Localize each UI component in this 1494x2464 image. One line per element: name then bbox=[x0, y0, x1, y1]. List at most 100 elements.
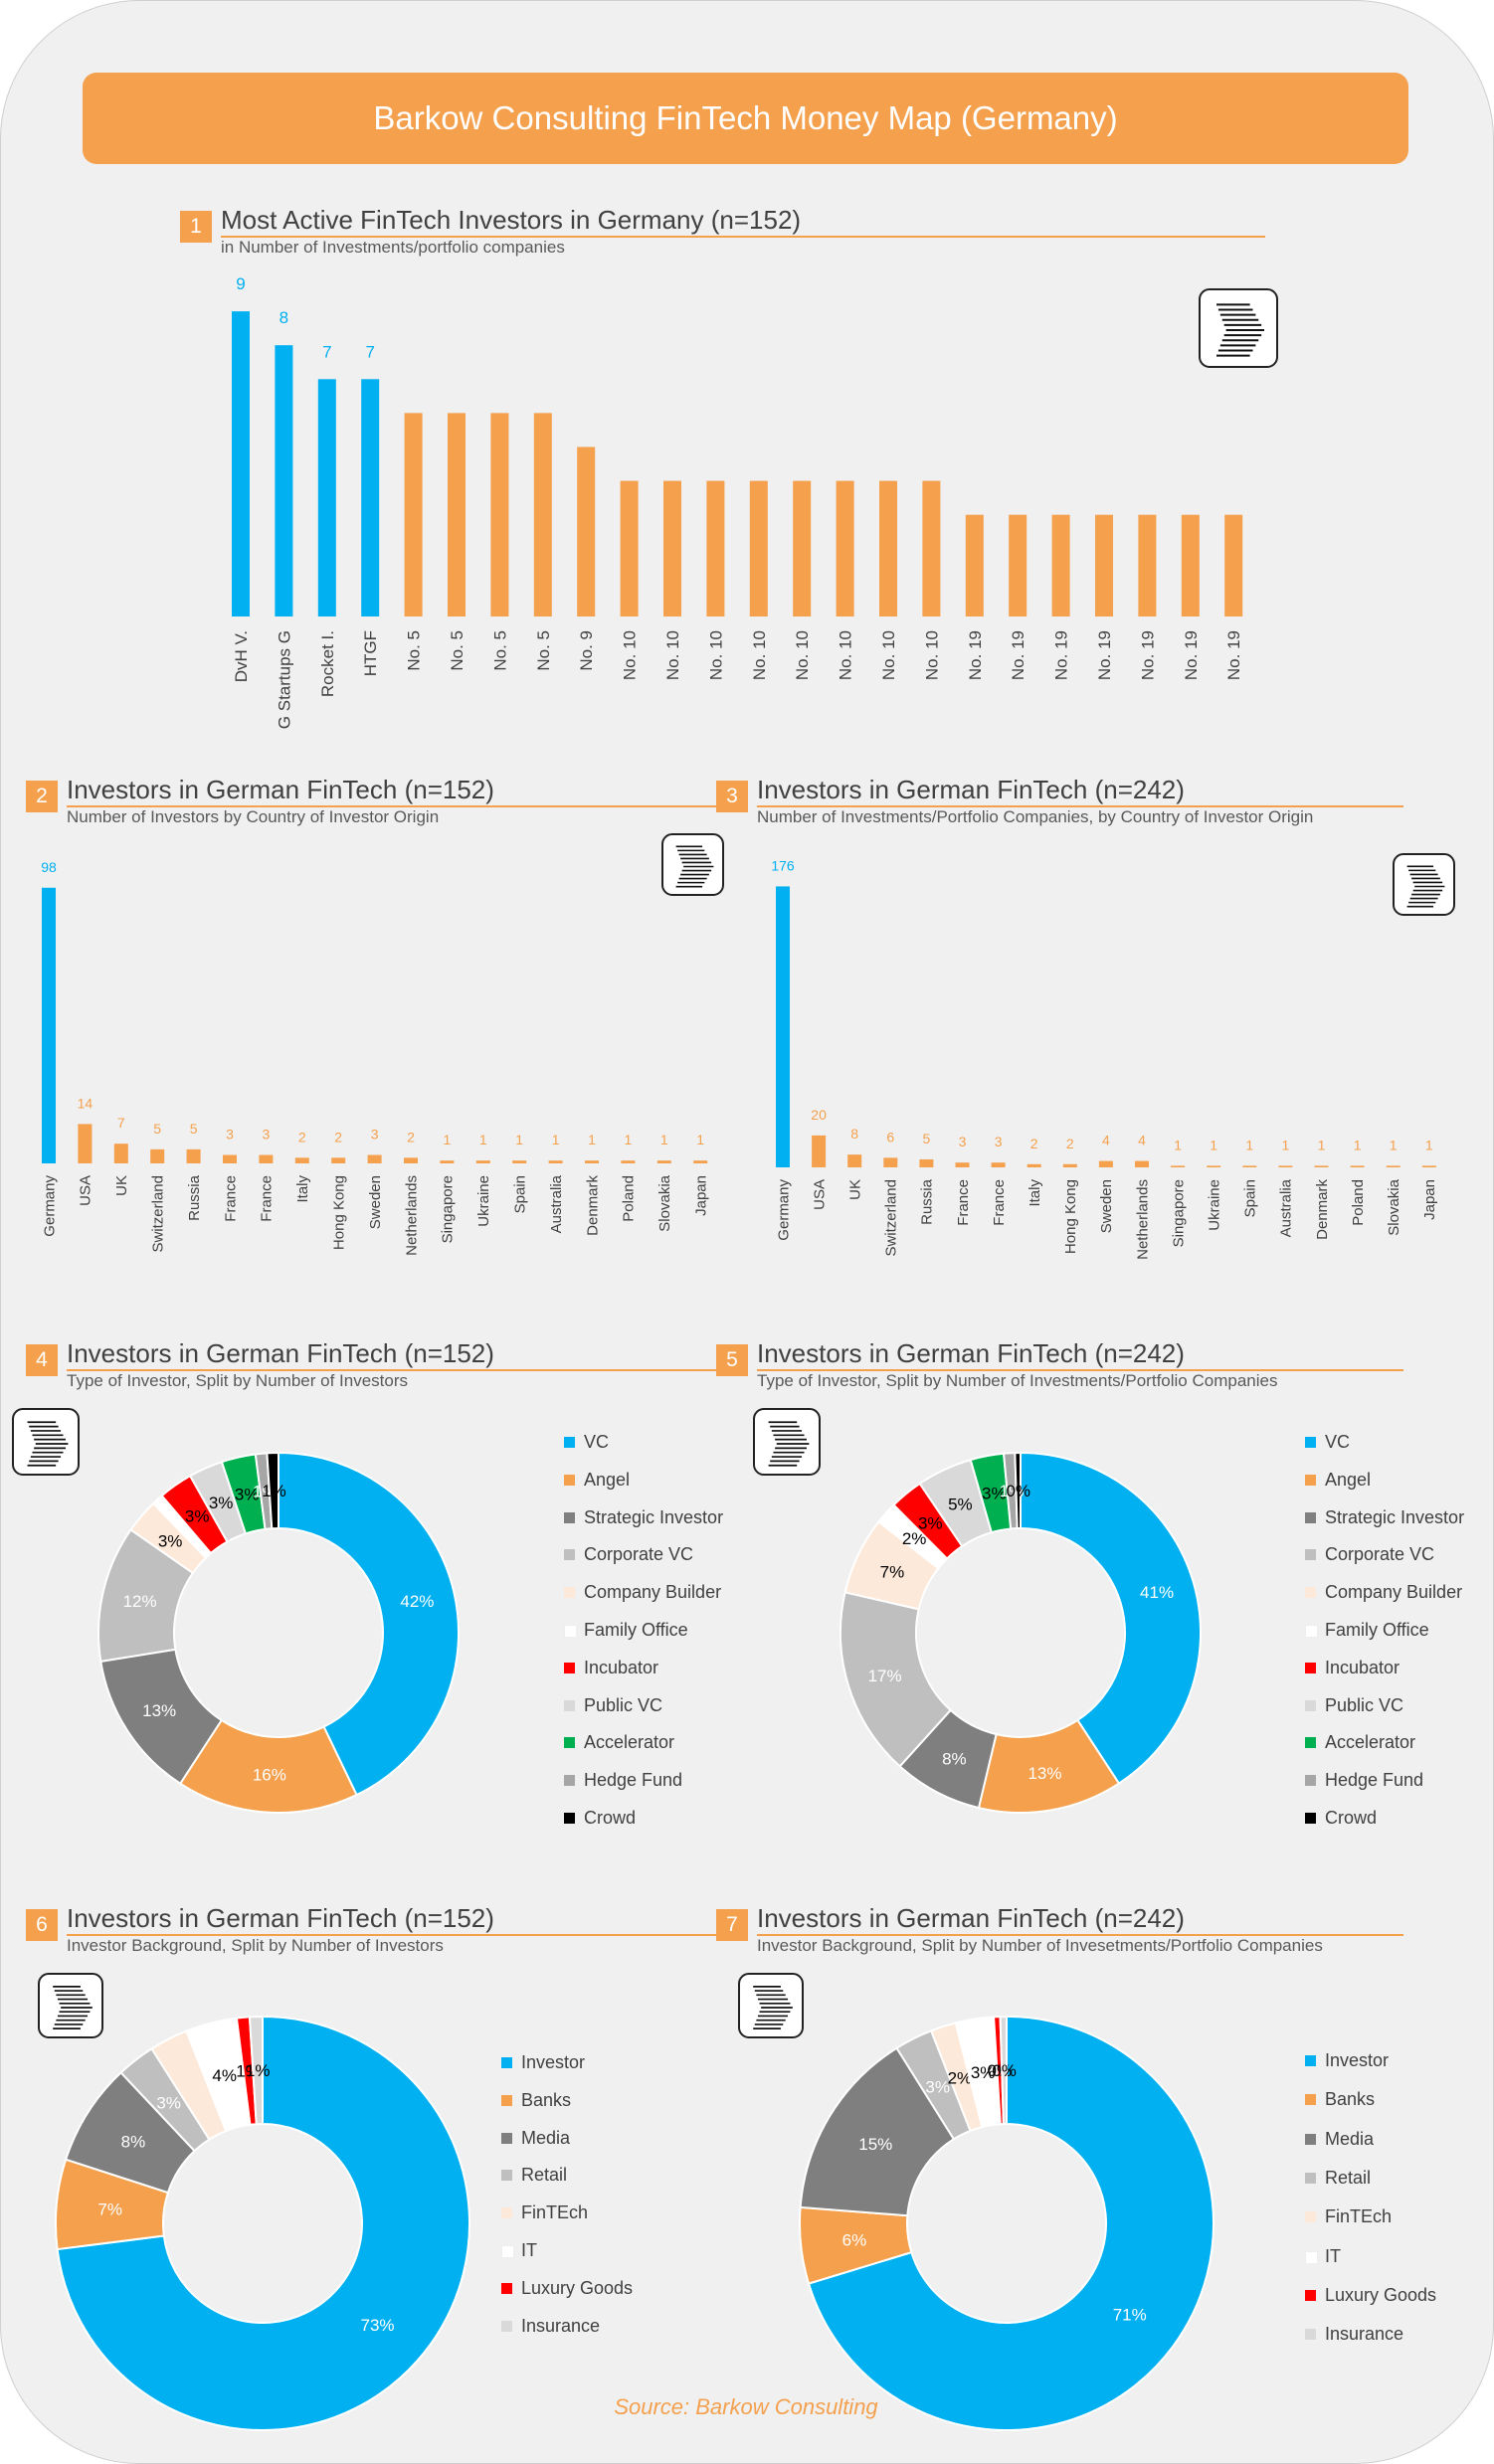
source-note: Source: Barkow Consulting bbox=[614, 2394, 878, 2419]
section-number: 2 bbox=[26, 781, 58, 812]
data-label: 1 bbox=[1245, 1137, 1253, 1152]
bar bbox=[585, 1160, 599, 1163]
legend-swatch bbox=[564, 1474, 575, 1486]
bar bbox=[42, 887, 56, 1163]
tick-label: Russia bbox=[919, 1178, 936, 1225]
legend-label: Angel bbox=[1325, 1469, 1372, 1490]
tick-label: Denmark bbox=[584, 1175, 601, 1236]
donut-slice bbox=[278, 1451, 460, 1797]
barkow-logo-icon bbox=[38, 1973, 103, 2038]
section-subtitle: Type of Investor, Split by Number of Inv… bbox=[67, 1371, 408, 1390]
legend-label: Crowd bbox=[1325, 1808, 1378, 1828]
data-label: 3 bbox=[263, 1127, 271, 1143]
legend-label: Company Builder bbox=[584, 1582, 722, 1603]
bar bbox=[879, 480, 897, 616]
bar bbox=[275, 345, 293, 616]
slice-label: 1% bbox=[262, 1482, 286, 1500]
section-rule bbox=[67, 805, 723, 807]
legend-label: Public VC bbox=[1325, 1694, 1404, 1715]
data-label: 2 bbox=[334, 1129, 342, 1144]
tick-label: No. 10 bbox=[663, 630, 682, 680]
tick-label: Ukraine bbox=[475, 1175, 492, 1227]
legend-label: Hedge Fund bbox=[584, 1770, 683, 1791]
bar bbox=[663, 480, 681, 616]
tick-label: No. 10 bbox=[706, 630, 725, 680]
tick-label: France bbox=[955, 1179, 972, 1226]
slice-label: 16% bbox=[253, 1766, 286, 1785]
legend-swatch bbox=[1305, 1699, 1316, 1711]
bar bbox=[232, 311, 250, 616]
legend-label: Media bbox=[1325, 2128, 1375, 2149]
legend-swatch bbox=[501, 2282, 512, 2294]
legend-label: Public VC bbox=[584, 1694, 663, 1715]
bar bbox=[223, 1154, 237, 1163]
bar bbox=[1138, 514, 1157, 616]
barkow-logo-icon bbox=[753, 1408, 821, 1476]
bar bbox=[548, 1160, 563, 1163]
data-label: 4 bbox=[1102, 1133, 1110, 1148]
legend-label: Corporate VC bbox=[584, 1544, 694, 1565]
slice-label: 0% bbox=[992, 2061, 1017, 2080]
bar bbox=[113, 1144, 128, 1163]
legend-label: Accelerator bbox=[1325, 1732, 1416, 1753]
bar bbox=[1350, 1165, 1365, 1167]
tick-label: Switzerland bbox=[883, 1179, 900, 1257]
slice-label: 3% bbox=[971, 2063, 996, 2082]
tick-label: France bbox=[991, 1179, 1008, 1226]
section-subtitle: in Number of Investments/portfolio compa… bbox=[221, 238, 565, 257]
legend-swatch bbox=[564, 1775, 575, 1787]
tick-label: Italy bbox=[1027, 1179, 1043, 1207]
data-label: 1 bbox=[515, 1132, 523, 1147]
section-title: Investors in German FinTech (n=242) bbox=[757, 775, 1185, 804]
bar bbox=[749, 480, 768, 616]
bar bbox=[404, 1157, 418, 1163]
legend-swatch bbox=[1305, 2329, 1316, 2341]
barkow-logo-icon bbox=[661, 833, 724, 896]
bar bbox=[922, 480, 941, 616]
tick-label: No. 10 bbox=[793, 630, 812, 680]
data-label: 14 bbox=[78, 1095, 93, 1111]
bar bbox=[1314, 1165, 1329, 1167]
bar bbox=[533, 413, 552, 616]
legend-swatch bbox=[1305, 1437, 1316, 1448]
legend-swatch bbox=[564, 1625, 577, 1638]
section-subtitle: Number of Investments/Portfolio Companie… bbox=[757, 807, 1314, 826]
legend-swatch bbox=[1305, 1511, 1316, 1523]
section-title: Investors in German FinTech (n=152) bbox=[67, 775, 494, 804]
donut-slice bbox=[807, 2015, 1214, 2431]
data-label: 5 bbox=[923, 1131, 931, 1146]
legend-swatch bbox=[1305, 1625, 1318, 1638]
donut-slice bbox=[799, 2046, 956, 2217]
tick-label: No. 10 bbox=[879, 630, 898, 680]
legend-swatch bbox=[564, 1587, 575, 1599]
data-label: 4 bbox=[1138, 1133, 1146, 1148]
legend-label: Banks bbox=[1325, 2089, 1376, 2110]
bar bbox=[836, 480, 854, 616]
section-subtitle: Number of Investors by Country of Invest… bbox=[67, 807, 440, 826]
tick-label: Sweden bbox=[367, 1175, 384, 1229]
donut-slice bbox=[248, 2015, 264, 2126]
tick-label: Australia bbox=[1278, 1178, 1295, 1237]
legend-swatch bbox=[1305, 2133, 1316, 2145]
data-label: 1 bbox=[444, 1132, 452, 1147]
data-label: 1 bbox=[1390, 1137, 1398, 1152]
tick-label: Germany bbox=[775, 1179, 792, 1241]
tick-label: Poland bbox=[621, 1175, 638, 1222]
slice-label: 0% bbox=[1006, 1482, 1030, 1500]
slice-label: 3% bbox=[918, 1513, 943, 1532]
slice-label: 17% bbox=[868, 1667, 902, 1685]
section-rule bbox=[67, 1369, 723, 1371]
bar bbox=[361, 379, 380, 616]
legend-swatch bbox=[501, 2320, 512, 2332]
bar bbox=[577, 446, 596, 616]
slice-label: 41% bbox=[1140, 1583, 1174, 1602]
tick-label: No. 19 bbox=[1224, 630, 1243, 680]
slice-label: 6% bbox=[842, 2231, 867, 2250]
tick-label: Ukraine bbox=[1206, 1179, 1222, 1231]
data-label: 1 bbox=[1282, 1137, 1290, 1152]
legend-swatch bbox=[1305, 2172, 1316, 2184]
tick-label: Singapore bbox=[1170, 1179, 1187, 1247]
tick-label: UK bbox=[846, 1179, 863, 1200]
data-label: 1 bbox=[479, 1132, 487, 1147]
